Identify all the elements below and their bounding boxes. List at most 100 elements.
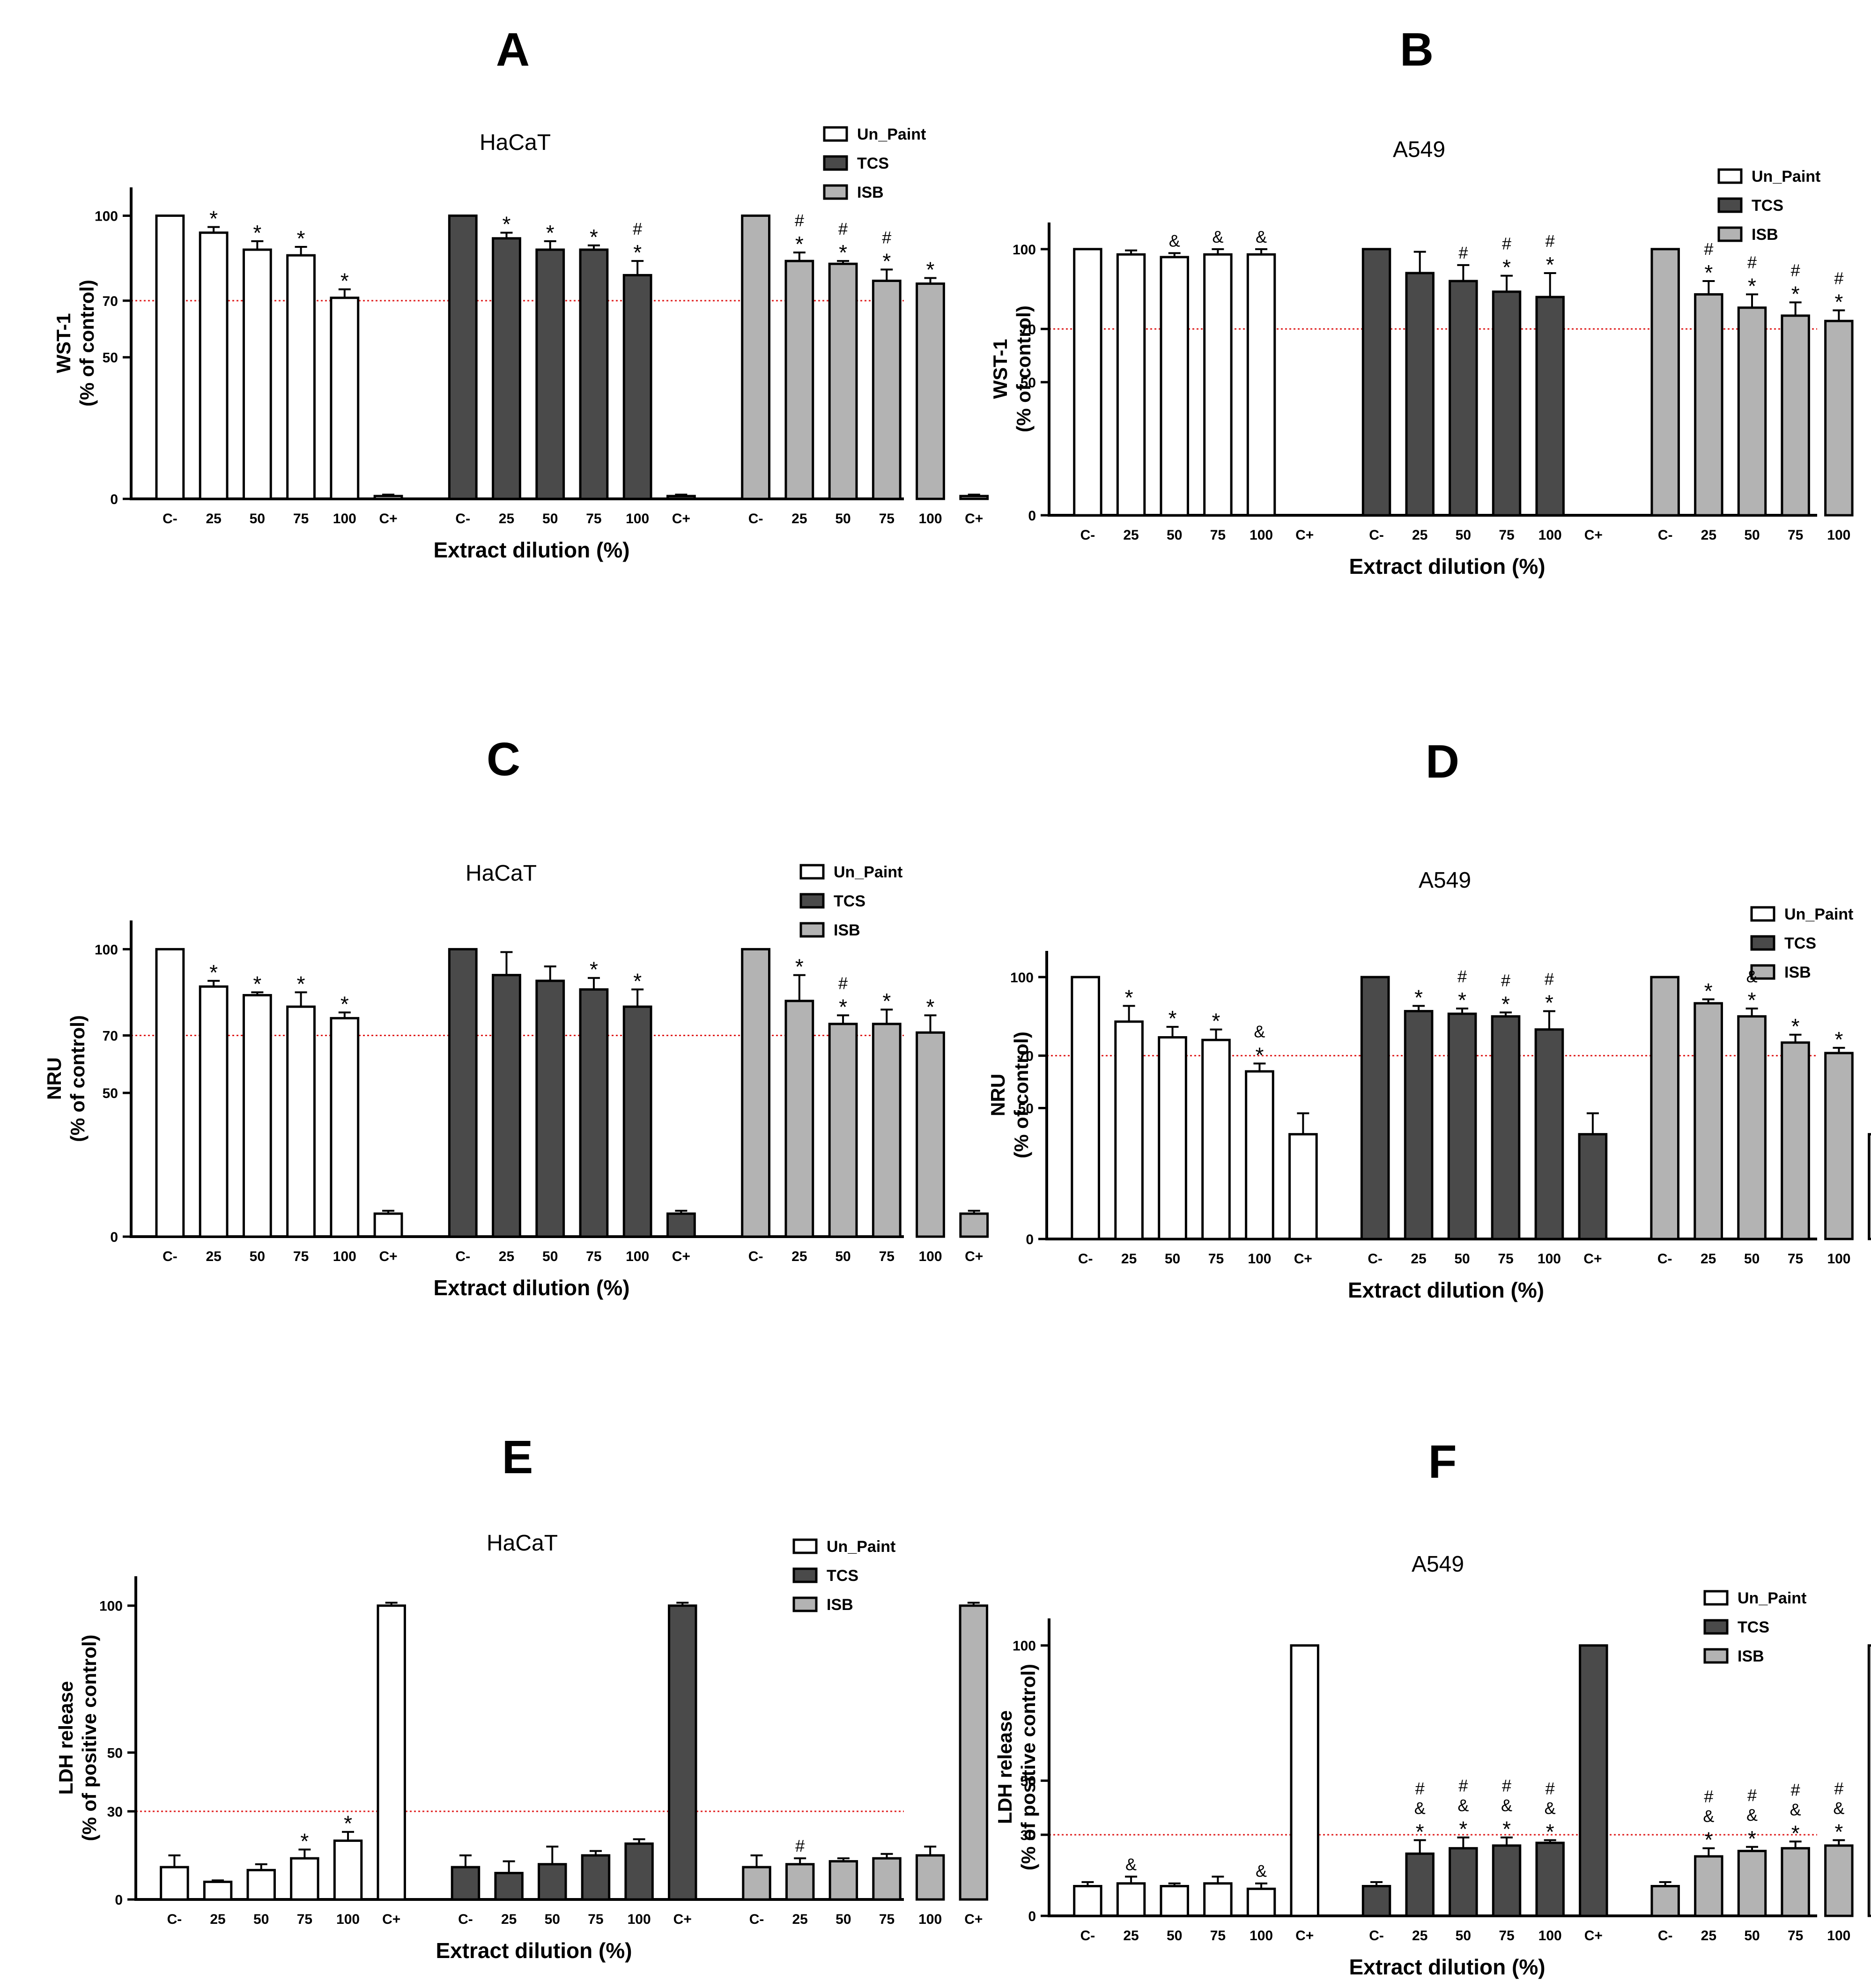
bar-isb-C+ bbox=[959, 1604, 989, 1901]
significance-mark: * bbox=[882, 989, 891, 1013]
y-tick-label: 100 bbox=[95, 942, 118, 957]
legend-swatch-un_paint bbox=[1703, 1590, 1729, 1606]
x-tick-label: 75 bbox=[879, 1912, 895, 1927]
bar-un_paint-C- bbox=[1073, 248, 1102, 517]
legend-label-un_paint: Un_Paint bbox=[857, 126, 926, 143]
x-tick-label: C- bbox=[1080, 527, 1095, 543]
significance-mark: & bbox=[1746, 967, 1758, 986]
significance-mark: & bbox=[1746, 1805, 1758, 1825]
x-tick-label: 50 bbox=[250, 511, 265, 527]
x-tick-label: C+ bbox=[1584, 527, 1603, 543]
y-tick-label: 70 bbox=[103, 294, 118, 309]
x-tick-label: 25 bbox=[206, 511, 221, 527]
bar-tcs-C+ bbox=[666, 1212, 696, 1238]
bar-isb-25 bbox=[784, 260, 814, 500]
y-axis-sublabel: (% of control) bbox=[1013, 305, 1035, 432]
significance-mark: * bbox=[1835, 1027, 1843, 1052]
legend-label-tcs: TCS bbox=[827, 1567, 858, 1585]
bar-un_paint-25 bbox=[199, 231, 229, 500]
x-tick-label: 25 bbox=[792, 1912, 808, 1927]
significance-mark: * bbox=[1748, 988, 1756, 1012]
x-tick-label: 50 bbox=[1744, 527, 1760, 543]
bar-un_paint-100 bbox=[1246, 253, 1276, 517]
legend-label-isb: ISB bbox=[857, 184, 884, 201]
y-tick-label: 30 bbox=[1021, 1828, 1036, 1843]
bar-isb-50 bbox=[828, 1023, 858, 1238]
x-tick-label: 25 bbox=[1701, 527, 1716, 543]
significance-mark: # bbox=[1545, 970, 1554, 989]
legend-swatch-tcs bbox=[1717, 197, 1743, 213]
bar-isb-100 bbox=[1824, 1844, 1854, 1917]
significance-mark: # bbox=[1458, 243, 1468, 262]
y-tick-label: 0 bbox=[1026, 1232, 1034, 1247]
bar-un_paint-75 bbox=[286, 1005, 316, 1238]
x-tick-label: 50 bbox=[1744, 1928, 1760, 1943]
x-tick-label: 25 bbox=[501, 1912, 517, 1927]
bar-isb-C+ bbox=[1868, 1133, 1871, 1240]
chart-title: HaCaT bbox=[480, 130, 551, 155]
significance-mark: * bbox=[546, 221, 555, 245]
bar-un_paint-75 bbox=[286, 254, 316, 500]
x-tick-label: C- bbox=[1657, 1251, 1672, 1267]
x-tick-label: 100 bbox=[918, 511, 942, 527]
x-tick-label: 25 bbox=[1412, 527, 1427, 543]
x-tick-label: 100 bbox=[1538, 1928, 1562, 1943]
x-tick-label: 25 bbox=[499, 1249, 514, 1264]
bar-isb-C- bbox=[1650, 976, 1680, 1240]
y-tick-label: 50 bbox=[107, 1745, 123, 1761]
bar-un_paint-25 bbox=[203, 1880, 233, 1901]
x-tick-label: 75 bbox=[586, 1249, 601, 1264]
significance-mark: * bbox=[926, 995, 935, 1019]
y-axis-label: NRU bbox=[43, 1057, 65, 1100]
x-tick-label: 50 bbox=[1167, 527, 1182, 543]
significance-mark: * bbox=[1834, 290, 1843, 314]
bar-tcs-75 bbox=[1492, 290, 1522, 517]
legend-label-isb: ISB bbox=[1784, 964, 1811, 981]
x-axis-label: Extract dilution (%) bbox=[433, 538, 629, 562]
significance-mark: # bbox=[795, 211, 804, 230]
bar-un_paint-25 bbox=[1116, 1882, 1146, 1917]
x-tick-label: C+ bbox=[672, 511, 690, 527]
x-tick-label: 100 bbox=[1538, 527, 1562, 543]
legend-swatch-un_paint bbox=[792, 1538, 818, 1554]
legend-swatch-isb bbox=[792, 1596, 818, 1612]
significance-mark: # bbox=[1704, 239, 1713, 259]
significance-mark: # bbox=[1747, 1786, 1757, 1805]
significance-mark: & bbox=[1125, 1854, 1137, 1874]
x-tick-label: 100 bbox=[626, 1249, 649, 1264]
y-axis-label: WST-1 bbox=[52, 313, 74, 373]
bar-tcs-25 bbox=[492, 974, 521, 1238]
significance-mark: * bbox=[1125, 985, 1133, 1009]
x-tick-label: C+ bbox=[379, 511, 397, 527]
x-tick-label: C- bbox=[458, 1912, 473, 1927]
significance-mark: * bbox=[1416, 1819, 1424, 1844]
chart-title: A549 bbox=[1393, 137, 1445, 162]
bar-isb-50 bbox=[828, 262, 858, 500]
x-tick-label: 50 bbox=[1456, 527, 1471, 543]
significance-mark: * bbox=[1546, 252, 1554, 277]
y-tick-label: 100 bbox=[95, 208, 118, 224]
x-tick-label: 50 bbox=[250, 1249, 265, 1264]
x-tick-label: C+ bbox=[672, 1249, 690, 1264]
x-tick-label: 75 bbox=[1788, 527, 1803, 543]
x-tick-label: 25 bbox=[499, 511, 514, 527]
x-tick-label: 75 bbox=[297, 1912, 312, 1927]
significance-mark: # bbox=[633, 219, 642, 238]
bar-tcs-50 bbox=[538, 1863, 567, 1901]
x-tick-label: C- bbox=[455, 511, 470, 527]
x-tick-label: 50 bbox=[1167, 1928, 1182, 1943]
y-tick-label: 100 bbox=[1010, 970, 1034, 986]
y-tick-label: 100 bbox=[99, 1599, 123, 1614]
bar-un_paint-C+ bbox=[373, 1212, 403, 1238]
x-tick-label: C- bbox=[163, 1249, 177, 1264]
x-tick-label: 50 bbox=[835, 1249, 850, 1264]
x-tick-label: C- bbox=[748, 511, 763, 527]
bar-tcs-75 bbox=[1492, 1844, 1522, 1917]
significance-mark: # bbox=[838, 974, 848, 993]
bar-tcs-25 bbox=[494, 1872, 524, 1901]
bar-isb-C- bbox=[741, 948, 771, 1238]
significance-mark: * bbox=[926, 257, 935, 282]
significance-mark: # bbox=[1458, 1776, 1468, 1795]
significance-mark: * bbox=[633, 240, 642, 265]
bar-un_paint-25 bbox=[1114, 1020, 1144, 1240]
